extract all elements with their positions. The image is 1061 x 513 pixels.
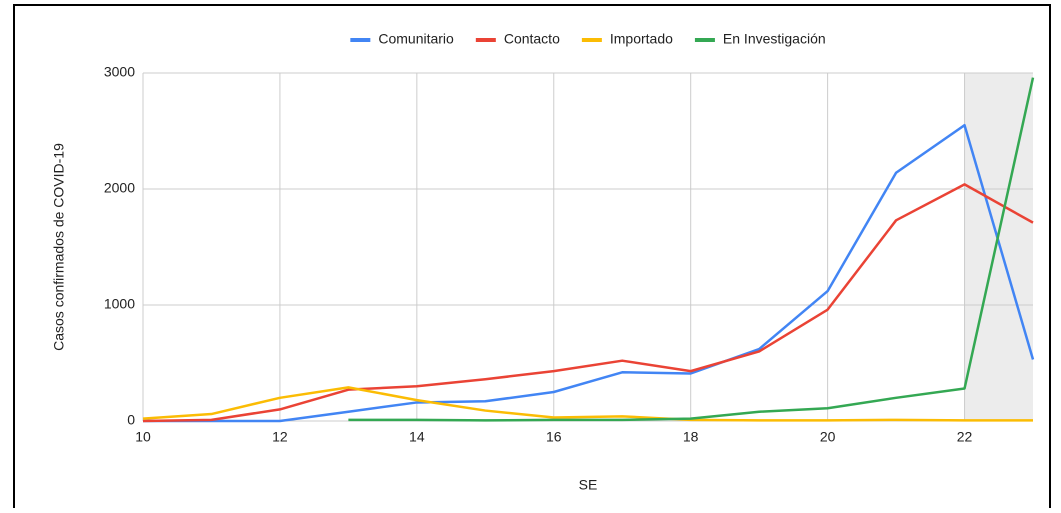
legend-label: Importado <box>610 31 673 47</box>
series-line <box>348 77 1035 422</box>
series-line <box>142 386 1033 422</box>
x-tick-label: 22 <box>957 429 973 445</box>
y-tick-label: 1000 <box>104 296 135 312</box>
frame <box>13 4 1051 513</box>
x-tick-label: 12 <box>272 429 288 445</box>
y-tick-label: 3000 <box>104 64 135 80</box>
series-line <box>142 183 1034 423</box>
x-tick-label: 20 <box>820 429 836 445</box>
legend-label: En Investigación <box>723 31 826 47</box>
x-tick-label: 14 <box>409 429 425 445</box>
legend-label: Contacto <box>504 31 560 47</box>
y-tick-label: 0 <box>127 412 135 428</box>
x-tick-label: 10 <box>135 429 151 445</box>
x-axis-title: SE <box>579 477 598 493</box>
series-line <box>143 123 1035 423</box>
legend-label: Comunitario <box>378 31 454 47</box>
y-tick-label: 2000 <box>104 180 135 196</box>
x-tick-label: 16 <box>546 429 562 445</box>
y-axis-title: Casos confirmados de COVID-19 <box>51 143 67 351</box>
x-tick-label: 18 <box>683 429 699 445</box>
